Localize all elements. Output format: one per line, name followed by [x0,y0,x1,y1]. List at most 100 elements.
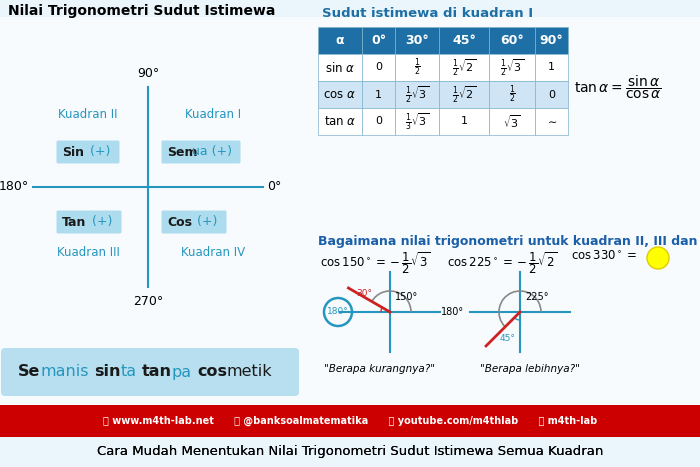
Text: Kuadran II: Kuadran II [58,108,118,121]
Text: Cara Mudah Menentukan Nilai Trigonometri Sudut Istimewa Semua Kuadran: Cara Mudah Menentukan Nilai Trigonometri… [97,446,603,459]
FancyBboxPatch shape [439,27,489,54]
Text: $\frac{1}{3}\sqrt{3}$: $\frac{1}{3}\sqrt{3}$ [405,111,429,132]
FancyBboxPatch shape [362,54,395,81]
Text: Se: Se [18,365,41,380]
FancyBboxPatch shape [439,54,489,81]
Text: 270°: 270° [133,295,163,308]
FancyBboxPatch shape [489,81,535,108]
Text: manis: manis [41,365,89,380]
Text: tan $\alpha$: tan $\alpha$ [323,115,356,128]
FancyBboxPatch shape [318,27,362,54]
FancyBboxPatch shape [162,211,227,234]
Text: 225°: 225° [525,292,549,302]
FancyBboxPatch shape [489,54,535,81]
FancyBboxPatch shape [535,81,568,108]
FancyBboxPatch shape [489,27,535,54]
Text: Kuadran I: Kuadran I [185,108,241,121]
Text: $\sim$: $\sim$ [545,116,558,127]
Text: Sudut istimewa di kuadran I: Sudut istimewa di kuadran I [322,7,533,20]
Text: Sin: Sin [62,146,84,158]
Text: 0: 0 [375,116,382,127]
FancyBboxPatch shape [57,211,122,234]
Text: 1: 1 [461,116,468,127]
Text: ⓘ www.m4th-lab.net      ⓘ @banksoalmatematika      ⓘ youtube.com/m4thlab      ⓕ : ⓘ www.m4th-lab.net ⓘ @banksoalmatematika… [103,416,597,426]
FancyBboxPatch shape [395,108,439,135]
Text: 90°: 90° [137,67,159,80]
Text: Nilai Trigonometri Sudut Istimewa: Nilai Trigonometri Sudut Istimewa [8,4,275,18]
FancyBboxPatch shape [0,405,700,407]
Text: $\cos 150^\circ = -\dfrac{1}{2}\sqrt{3}$: $\cos 150^\circ = -\dfrac{1}{2}\sqrt{3}$ [320,250,430,276]
Text: sin $\alpha$: sin $\alpha$ [325,61,355,75]
Text: Kuadran IV: Kuadran IV [181,246,245,259]
Text: (+): (+) [88,215,113,228]
FancyBboxPatch shape [0,405,700,437]
Text: 150°: 150° [395,292,419,302]
Text: "Berapa kurangnya?": "Berapa kurangnya?" [325,364,435,374]
Text: tan: tan [141,365,172,380]
Text: $\frac{1}{2}\sqrt{2}$: $\frac{1}{2}\sqrt{2}$ [452,84,476,105]
Text: ta: ta [120,365,136,380]
Text: $\frac{1}{2}\sqrt{2}$: $\frac{1}{2}\sqrt{2}$ [452,57,476,78]
FancyBboxPatch shape [489,108,535,135]
Text: $\cos 225^\circ = -\dfrac{1}{2}\sqrt{2}$: $\cos 225^\circ = -\dfrac{1}{2}\sqrt{2}$ [447,250,557,276]
Text: $\cos 330^\circ =$: $\cos 330^\circ =$ [571,250,637,263]
Text: $\tan\alpha = \dfrac{\sin\alpha}{\cos\alpha}$: $\tan\alpha = \dfrac{\sin\alpha}{\cos\al… [574,73,662,101]
FancyBboxPatch shape [439,108,489,135]
Text: 180°: 180° [441,307,464,317]
Text: α: α [336,34,344,47]
Text: sin: sin [94,365,120,380]
Text: Tan: Tan [62,215,86,228]
FancyBboxPatch shape [0,17,700,407]
FancyBboxPatch shape [395,54,439,81]
FancyBboxPatch shape [439,81,489,108]
Text: metik: metik [227,365,272,380]
FancyBboxPatch shape [318,81,362,108]
Text: (+): (+) [193,215,218,228]
Text: 0: 0 [375,63,382,72]
FancyBboxPatch shape [535,27,568,54]
Text: Bagaimana nilai trigonometri untuk kuadran II, III dan IV?: Bagaimana nilai trigonometri untuk kuadr… [318,235,700,248]
Text: 1: 1 [548,63,555,72]
Text: $\frac{1}{2}$: $\frac{1}{2}$ [508,84,515,105]
Text: 0°: 0° [371,34,386,47]
Text: 30°: 30° [356,289,372,298]
Text: ua (+): ua (+) [192,146,232,158]
FancyBboxPatch shape [1,348,299,396]
Text: Kuadran III: Kuadran III [57,246,120,259]
Text: Cos: Cos [167,215,192,228]
Text: 45°: 45° [499,334,515,343]
Text: $\frac{1}{2}\sqrt{3}$: $\frac{1}{2}\sqrt{3}$ [500,57,524,78]
FancyBboxPatch shape [318,54,362,81]
Text: $\frac{1}{2}\sqrt{3}$: $\frac{1}{2}\sqrt{3}$ [405,84,429,105]
Text: 90°: 90° [540,34,564,47]
FancyBboxPatch shape [535,54,568,81]
FancyBboxPatch shape [57,141,120,163]
Text: pa: pa [172,365,192,380]
Text: Sem: Sem [167,146,197,158]
FancyBboxPatch shape [318,108,362,135]
FancyBboxPatch shape [395,81,439,108]
Circle shape [647,247,669,269]
FancyBboxPatch shape [0,17,700,407]
Text: "Berapa lebihnya?": "Berapa lebihnya?" [480,364,580,374]
Text: cos: cos [197,365,227,380]
FancyBboxPatch shape [362,108,395,135]
FancyBboxPatch shape [162,141,241,163]
FancyBboxPatch shape [395,27,439,54]
FancyBboxPatch shape [535,108,568,135]
Text: 1: 1 [375,90,382,99]
Text: 0: 0 [548,90,555,99]
Text: $\frac{1}{2}$: $\frac{1}{2}$ [414,57,421,78]
Text: $\sqrt{3}$: $\sqrt{3}$ [503,113,521,130]
Text: 0°: 0° [267,181,281,193]
Text: Cara Mudah Menentukan Nilai Trigonometri Sudut Istimewa Semua Kuadran: Cara Mudah Menentukan Nilai Trigonometri… [97,446,603,459]
FancyBboxPatch shape [362,81,395,108]
Text: 30°: 30° [405,34,429,47]
Text: 180°: 180° [327,307,349,317]
Text: cos $\alpha$: cos $\alpha$ [323,88,356,101]
Text: 180°: 180° [0,181,29,193]
Text: 45°: 45° [452,34,476,47]
Text: (+): (+) [86,146,111,158]
FancyBboxPatch shape [362,27,395,54]
Text: 60°: 60° [500,34,524,47]
